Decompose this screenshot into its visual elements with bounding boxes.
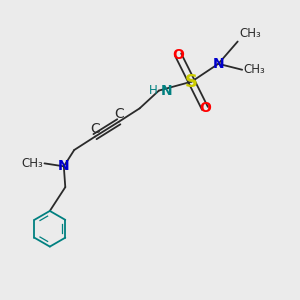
- Text: O: O: [172, 48, 184, 62]
- Text: CH₃: CH₃: [21, 157, 43, 170]
- Text: N: N: [160, 84, 172, 98]
- Text: CH₃: CH₃: [239, 27, 261, 40]
- Text: N: N: [212, 57, 224, 71]
- Text: C: C: [90, 122, 100, 136]
- Text: S: S: [185, 73, 198, 91]
- Text: CH₃: CH₃: [244, 63, 266, 76]
- Text: C: C: [114, 107, 124, 121]
- Text: H: H: [149, 84, 158, 97]
- Text: O: O: [199, 101, 211, 116]
- Text: N: N: [58, 159, 70, 173]
